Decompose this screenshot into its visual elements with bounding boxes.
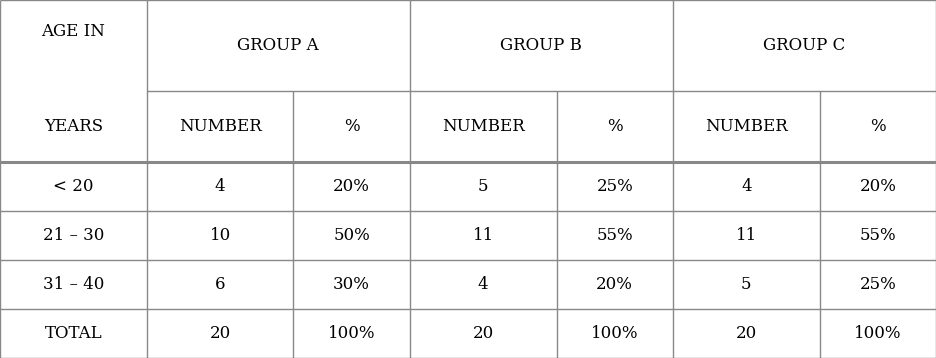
Text: 100%: 100% bbox=[854, 325, 901, 342]
Text: 4: 4 bbox=[741, 178, 752, 195]
Text: 55%: 55% bbox=[596, 227, 633, 244]
Text: 4: 4 bbox=[478, 276, 489, 293]
Text: 11: 11 bbox=[736, 227, 757, 244]
Text: 21 – 30: 21 – 30 bbox=[43, 227, 104, 244]
Text: NUMBER: NUMBER bbox=[442, 118, 524, 135]
Text: 100%: 100% bbox=[328, 325, 375, 342]
Text: 50%: 50% bbox=[333, 227, 370, 244]
Text: AGE IN: AGE IN bbox=[41, 23, 105, 40]
Text: NUMBER: NUMBER bbox=[705, 118, 788, 135]
Text: 10: 10 bbox=[210, 227, 230, 244]
Text: TOTAL: TOTAL bbox=[45, 325, 102, 342]
Text: 31 – 40: 31 – 40 bbox=[43, 276, 104, 293]
Text: 5: 5 bbox=[478, 178, 489, 195]
Text: %: % bbox=[870, 118, 885, 135]
Text: 20: 20 bbox=[210, 325, 230, 342]
Text: 55%: 55% bbox=[859, 227, 896, 244]
Text: 4: 4 bbox=[214, 178, 226, 195]
Text: < 20: < 20 bbox=[53, 178, 94, 195]
Text: 20: 20 bbox=[736, 325, 757, 342]
Text: YEARS: YEARS bbox=[44, 118, 103, 135]
Text: 100%: 100% bbox=[591, 325, 638, 342]
Text: 5: 5 bbox=[741, 276, 752, 293]
Text: 6: 6 bbox=[215, 276, 226, 293]
Text: 20%: 20% bbox=[596, 276, 633, 293]
Text: NUMBER: NUMBER bbox=[179, 118, 261, 135]
Text: %: % bbox=[607, 118, 622, 135]
Text: 30%: 30% bbox=[333, 276, 370, 293]
Text: 20: 20 bbox=[473, 325, 494, 342]
Text: 20%: 20% bbox=[333, 178, 370, 195]
Text: GROUP C: GROUP C bbox=[764, 37, 845, 54]
Text: %: % bbox=[344, 118, 359, 135]
Text: GROUP B: GROUP B bbox=[501, 37, 582, 54]
Text: GROUP A: GROUP A bbox=[238, 37, 319, 54]
Text: 20%: 20% bbox=[859, 178, 897, 195]
Text: 11: 11 bbox=[473, 227, 494, 244]
Text: 25%: 25% bbox=[859, 276, 896, 293]
Text: 25%: 25% bbox=[596, 178, 633, 195]
